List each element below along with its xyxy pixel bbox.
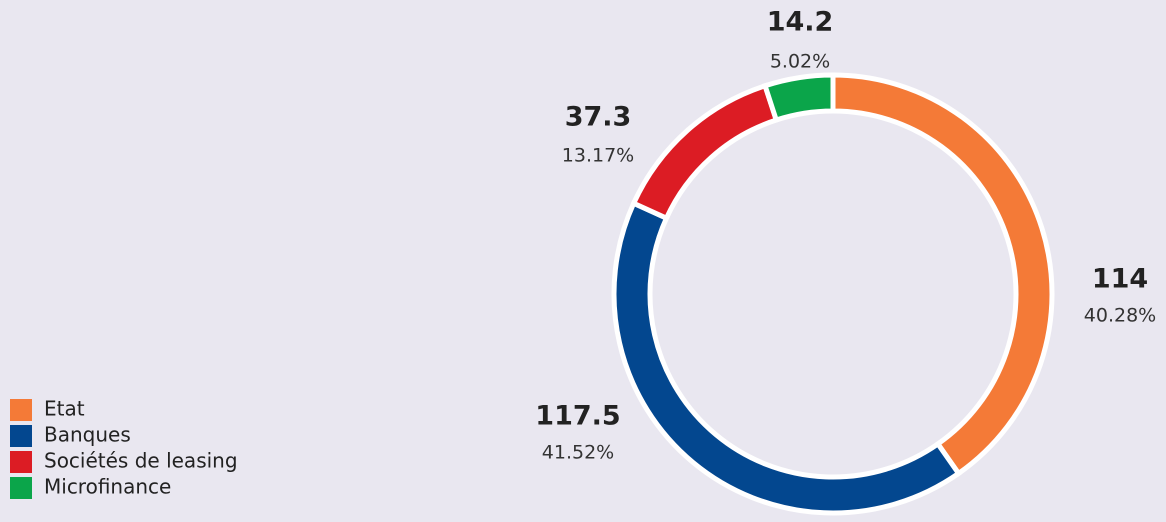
- percent-label: 13.17%: [562, 145, 634, 167]
- legend-label: Banques: [44, 423, 131, 447]
- value-label: 14.2: [767, 7, 834, 38]
- percent-label: 5.02%: [770, 51, 830, 73]
- percent-label: 41.52%: [542, 442, 614, 464]
- legend-swatch: [10, 477, 32, 499]
- legend-swatch: [10, 399, 32, 421]
- donut-slice: [761, 72, 836, 124]
- legend-swatch: [10, 425, 32, 447]
- percent-label: 40.28%: [1084, 305, 1156, 327]
- value-label: 37.3: [565, 102, 632, 133]
- value-label: 114: [1092, 264, 1148, 295]
- legend-label: Sociétés de leasing: [44, 449, 238, 473]
- legend-swatch: [10, 451, 32, 473]
- legend-label: Etat: [44, 397, 85, 421]
- value-label: 117.5: [535, 401, 620, 432]
- legend-label: Microfinance: [44, 475, 171, 499]
